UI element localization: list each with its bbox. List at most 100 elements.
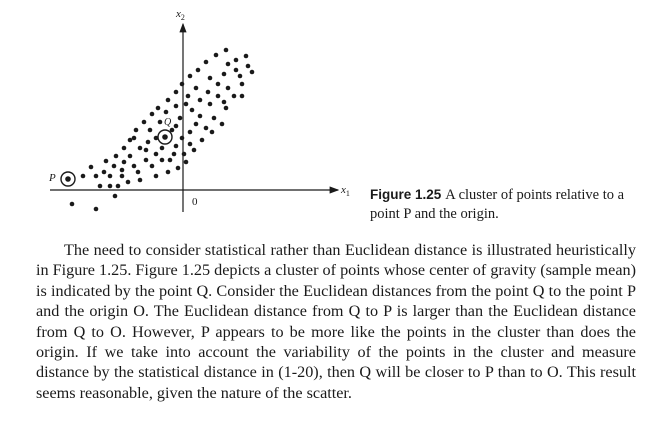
scatter-point (225, 61, 231, 67)
scatter-point (159, 157, 165, 163)
point-q-ring (157, 129, 173, 145)
scatter-point (207, 101, 213, 107)
scatter-point (145, 139, 151, 145)
scatter-point (215, 81, 221, 87)
scatter-point (93, 206, 99, 212)
scatter-point (119, 173, 125, 179)
scatter-point (103, 158, 109, 164)
scatter-point (112, 193, 118, 199)
scatter-point (189, 107, 195, 113)
scatter-point (173, 123, 179, 129)
scatter-point (233, 57, 239, 63)
scatter-point (119, 167, 125, 173)
scatter-point (137, 145, 143, 151)
scatter-point (127, 137, 133, 143)
scatter-point (159, 145, 165, 151)
scatter-point (125, 179, 131, 185)
scatter-point (165, 169, 171, 175)
origin-label: 0 (192, 196, 198, 208)
scatter-point (173, 103, 179, 109)
scatter-point (133, 127, 139, 133)
scatter-point (171, 151, 177, 157)
scatter-point (175, 165, 181, 171)
scatter-point (101, 169, 107, 175)
scatter-point (149, 111, 155, 117)
scatter-point (163, 109, 169, 115)
scatter-point (225, 85, 231, 91)
scatter-point (197, 97, 203, 103)
scatter-point (153, 173, 159, 179)
scatter-point (143, 157, 149, 163)
scatter-point (191, 147, 197, 153)
scatter-point (88, 164, 94, 170)
scatter-point (80, 173, 86, 179)
scatter-point (131, 135, 137, 141)
scatter-point (237, 73, 243, 79)
scatter-point (239, 81, 245, 87)
scatter-point (149, 163, 155, 169)
scatter-point (113, 153, 119, 159)
scatter-point (207, 75, 213, 81)
scatter-point (173, 89, 179, 95)
scatter-point (209, 129, 215, 135)
scatter-point (231, 93, 237, 99)
scatter-point (97, 183, 103, 189)
scatter-point (167, 157, 173, 163)
scatter-point (179, 81, 185, 87)
scatter-point (195, 67, 201, 73)
figure-label: Figure 1.25 (370, 187, 442, 202)
scatter-point (107, 183, 113, 189)
x1-axis-label: x1 (340, 184, 350, 198)
scatter-point (193, 85, 199, 91)
scatter-point (131, 163, 137, 169)
scatter-point (137, 177, 143, 183)
body-paragraph: The need to consider statistical rather … (36, 241, 636, 402)
scatter-point (187, 141, 193, 147)
scatter-point (187, 73, 193, 79)
scatter-point (155, 105, 161, 111)
scatter-point (143, 147, 149, 153)
scatter-point (121, 159, 127, 165)
scatter-points (69, 47, 255, 212)
scatter-point (203, 59, 209, 65)
scatter-point (221, 99, 227, 105)
scatter-point (111, 163, 117, 169)
figure-caption-text: A cluster of points relative to a point … (370, 187, 625, 222)
scatter-point (183, 101, 189, 107)
scatter-point (211, 115, 217, 121)
point-p (65, 176, 71, 182)
point-q (162, 134, 168, 140)
scatter-point (199, 137, 205, 143)
figure-caption: Figure 1.25 A cluster of points relative … (370, 185, 630, 224)
scatter-point (173, 143, 179, 149)
scatter-point (69, 201, 75, 207)
scatter-point (215, 93, 221, 99)
scatter-point (115, 183, 121, 189)
point-p-ring (60, 171, 76, 187)
scatter-point (135, 169, 141, 175)
scatter-point (179, 135, 185, 141)
scatter-point (121, 145, 127, 151)
scatter-point (169, 127, 175, 133)
scatter-point (107, 173, 113, 179)
scatter-point (157, 119, 163, 125)
scatter-point (239, 93, 245, 99)
scatter-point (127, 153, 133, 159)
scatter-point (185, 93, 191, 99)
scatter-point (223, 105, 229, 111)
scatter-point (197, 113, 203, 119)
scatter-point (153, 151, 159, 157)
scatter-point (223, 47, 229, 53)
scatter-point (93, 173, 99, 179)
scatter-point (205, 89, 211, 95)
scatter-point (249, 69, 255, 75)
scatter-point (165, 97, 171, 103)
scatter-point (221, 71, 227, 77)
scatter-point (233, 67, 239, 73)
scatter-point (177, 115, 183, 121)
scatter-point (183, 159, 189, 165)
scatter-point (153, 135, 159, 141)
scatter-point (219, 121, 225, 127)
scatter-point (141, 119, 147, 125)
scatter-point (243, 53, 249, 59)
